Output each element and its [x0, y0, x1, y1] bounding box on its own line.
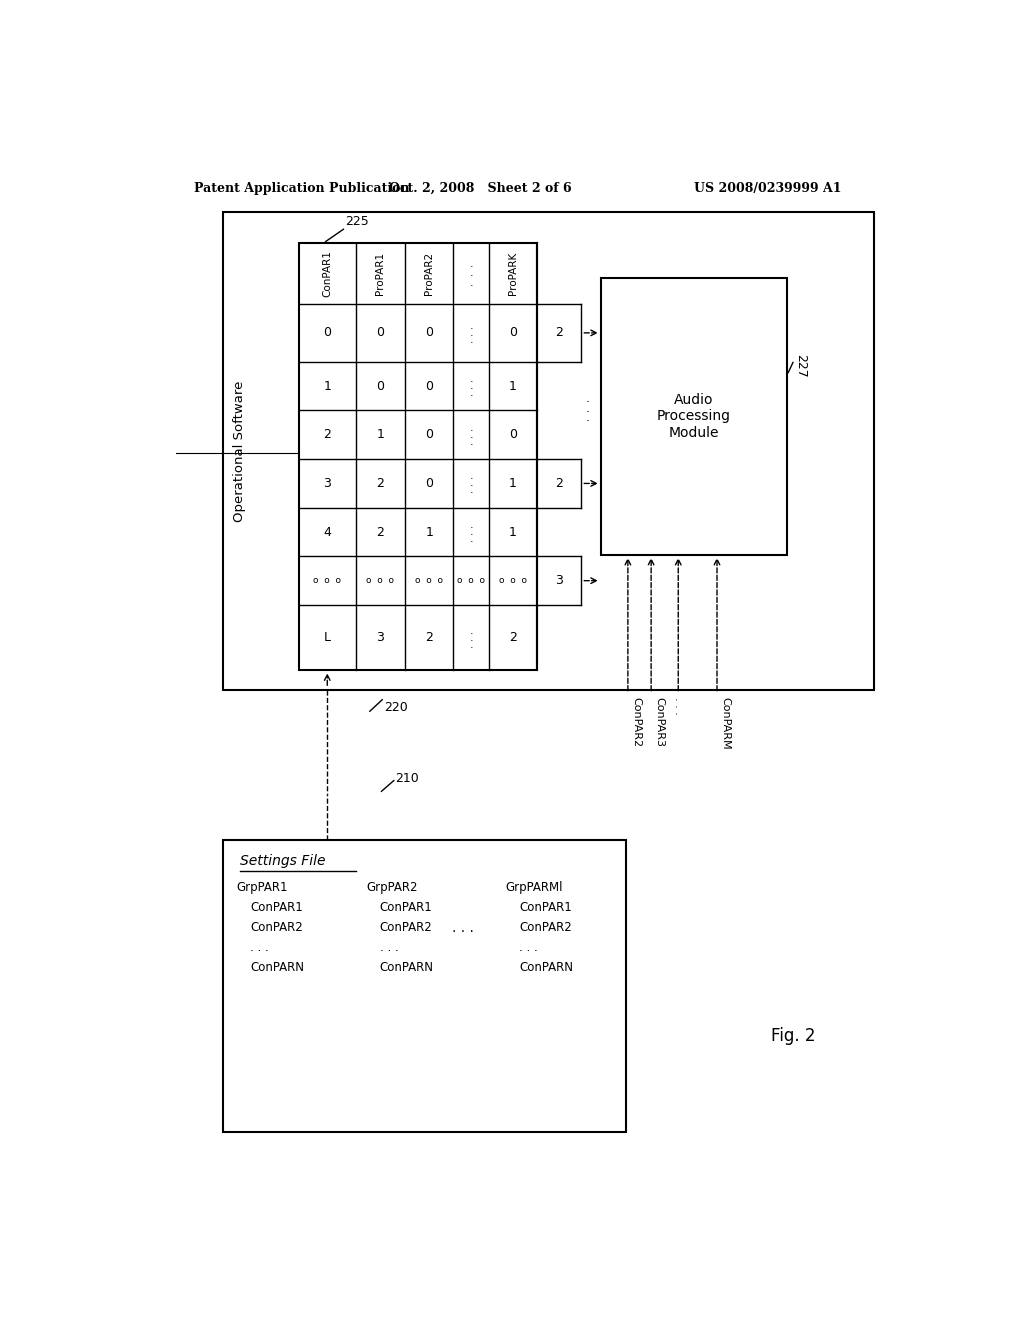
Text: . . .: . . . [380, 941, 398, 954]
Text: 2: 2 [377, 525, 384, 539]
Text: .: . [469, 321, 473, 331]
Text: 0: 0 [425, 428, 433, 441]
Text: ConPAR2: ConPAR2 [380, 921, 432, 933]
Text: ProPAR1: ProPAR1 [376, 252, 385, 296]
Text: o  o  o: o o o [499, 576, 527, 585]
Text: ProPAR2: ProPAR2 [424, 252, 434, 296]
Text: GrpPAR1: GrpPAR1 [237, 880, 288, 894]
Text: . . .: . . . [673, 697, 683, 715]
Text: 2: 2 [377, 477, 384, 490]
Text: 0: 0 [377, 326, 384, 339]
Text: 0: 0 [377, 380, 384, 392]
Text: .: . [469, 640, 473, 649]
Text: .: . [469, 437, 473, 446]
Text: ConPAR2: ConPAR2 [519, 921, 572, 933]
Text: 3: 3 [377, 631, 384, 644]
Text: GrpPARMl: GrpPARMl [506, 880, 563, 894]
Text: .: . [469, 388, 473, 399]
Text: 0: 0 [425, 477, 433, 490]
Text: o  o  o: o o o [415, 576, 443, 585]
Bar [222, 840, 626, 1133]
Text: .: . [469, 486, 473, 495]
Text: Patent Application Publication: Patent Application Publication [194, 182, 410, 194]
Text: ConPAR1: ConPAR1 [251, 900, 303, 913]
Text: .: . [585, 401, 589, 414]
Text: 2: 2 [425, 631, 433, 644]
Text: .: . [469, 327, 473, 338]
Text: .: . [469, 277, 473, 288]
Text: 2: 2 [324, 428, 331, 441]
Text: ConPARN: ConPARN [519, 961, 573, 974]
Text: US 2008/0239999 A1: US 2008/0239999 A1 [693, 182, 841, 194]
Text: Fig. 2: Fig. 2 [771, 1027, 816, 1045]
Text: .: . [469, 626, 473, 636]
Text: 0: 0 [324, 326, 331, 339]
Text: 0: 0 [509, 326, 517, 339]
Text: 1: 1 [509, 380, 517, 392]
Text: o  o  o: o o o [367, 576, 394, 585]
Text: .: . [469, 478, 473, 488]
Text: 0: 0 [425, 380, 433, 392]
Text: Operational Software: Operational Software [233, 380, 246, 521]
Text: o  o  o: o o o [457, 576, 485, 585]
Text: 1: 1 [324, 380, 331, 392]
Text: 225: 225 [345, 215, 369, 227]
Text: .: . [469, 527, 473, 537]
Text: 2: 2 [555, 477, 563, 490]
Text: 3: 3 [555, 574, 563, 587]
Text: ConPAR1: ConPAR1 [519, 900, 572, 913]
Text: Audio
Processing
Module: Audio Processing Module [656, 393, 731, 440]
Text: . . .: . . . [519, 941, 539, 954]
Text: ConPAR2: ConPAR2 [251, 921, 303, 933]
Text: Settings File: Settings File [240, 854, 325, 867]
Text: .: . [469, 632, 473, 643]
Text: ConPARN: ConPARN [251, 961, 304, 974]
Text: ConPAR1: ConPAR1 [323, 249, 332, 297]
Text: ConPAR3: ConPAR3 [654, 697, 665, 747]
Bar [222, 213, 873, 689]
Text: .: . [469, 520, 473, 531]
Text: 3: 3 [324, 477, 331, 490]
Text: ProPARK: ProPARK [508, 252, 518, 296]
Text: 2: 2 [555, 326, 563, 339]
Text: ConPAR1: ConPAR1 [380, 900, 432, 913]
Text: L: L [324, 631, 331, 644]
Text: 0: 0 [509, 428, 517, 441]
Text: Oct. 2, 2008   Sheet 2 of 6: Oct. 2, 2008 Sheet 2 of 6 [389, 182, 572, 194]
Text: 1: 1 [425, 525, 433, 539]
Text: . . .: . . . [452, 921, 474, 935]
Text: .: . [469, 259, 473, 269]
Text: 1: 1 [509, 477, 517, 490]
Text: 4: 4 [324, 525, 331, 539]
Text: .: . [469, 422, 473, 433]
Text: ConPARN: ConPARN [380, 961, 434, 974]
Text: 227: 227 [795, 355, 808, 378]
Text: .: . [585, 411, 589, 424]
Text: ConPARM: ConPARM [720, 697, 730, 750]
Text: .: . [469, 471, 473, 482]
Text: 2: 2 [509, 631, 517, 644]
Text: 220: 220 [384, 701, 408, 714]
Text: .: . [469, 335, 473, 345]
Text: . . .: . . . [251, 941, 269, 954]
Text: 210: 210 [395, 772, 419, 785]
Text: .: . [469, 375, 473, 384]
Text: .: . [469, 268, 473, 279]
Bar [299, 243, 538, 671]
Text: GrpPAR2: GrpPAR2 [366, 880, 418, 894]
Text: ConPAR2: ConPAR2 [631, 697, 641, 747]
Text: .: . [469, 381, 473, 391]
Text: o  o  o: o o o [313, 576, 341, 585]
Text: .: . [469, 535, 473, 544]
Text: .: . [585, 392, 589, 405]
Text: 1: 1 [509, 525, 517, 539]
Text: 1: 1 [377, 428, 384, 441]
Text: .: . [469, 430, 473, 440]
Text: 0: 0 [425, 326, 433, 339]
Bar [601, 277, 786, 554]
